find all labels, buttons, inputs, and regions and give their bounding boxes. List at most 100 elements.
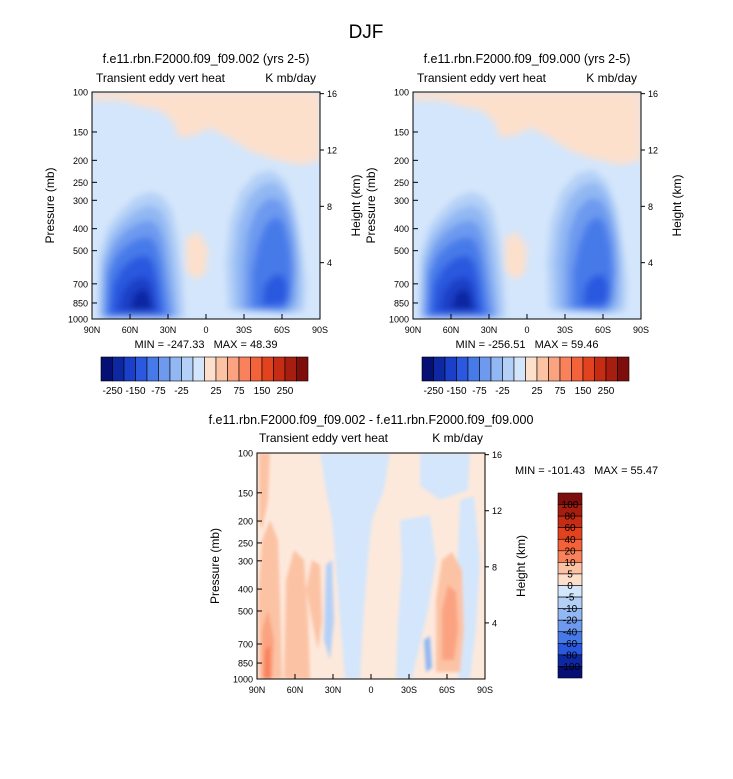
panel-1-left-label: Transient eddy vert heat bbox=[96, 71, 226, 85]
panel-1-colorbar-swatch bbox=[227, 356, 240, 382]
panel-3-y-tick-label: 100 bbox=[238, 449, 253, 459]
panel-2-sh-level-5 bbox=[583, 274, 609, 306]
panel-2-y-tick-label: 1000 bbox=[389, 315, 409, 325]
panel-2-colorbar: -250 -150 -75 -25 25 75 150 250 bbox=[421, 356, 630, 397]
panel-1-colorbar: -250 -150 -75 -25 25 75 150 250 bbox=[100, 356, 309, 397]
panel-3: f.e11.rbn.F2000.f09_f09.002 - f.e11.rbn.… bbox=[208, 413, 533, 695]
panel-1-positive-tropics bbox=[186, 232, 208, 280]
panel-2-x-tick-label: 60N bbox=[443, 325, 460, 335]
panel-2-y-right-axis-label: Height (km) bbox=[670, 174, 684, 236]
panel-3-y-tick-label: 250 bbox=[238, 538, 253, 548]
panel-2-right-label: K mb/day bbox=[586, 71, 637, 85]
panel-1-colorbar-label: 75 bbox=[233, 386, 245, 397]
panel-2-title: f.e11.rbn.F2000.f09_f09.000 (yrs 2-5) bbox=[424, 52, 631, 66]
panel-3-y-tick-label: 700 bbox=[238, 639, 253, 649]
panel-1-right-label: K mb/day bbox=[265, 71, 316, 85]
panel-2-y-tick-label: 400 bbox=[394, 224, 409, 234]
panel-1-y-tick-label: 1000 bbox=[68, 315, 88, 325]
panel-2-y-tick-label: 850 bbox=[394, 298, 409, 308]
panel-1-colorbar-swatch bbox=[284, 356, 297, 382]
panel-1-y-tick-label: 150 bbox=[73, 127, 88, 137]
panel-1-x-tick-label: 30N bbox=[160, 325, 177, 335]
panel-2-x-tick-label: 90N bbox=[405, 325, 422, 335]
panel-2-colorbar-swatch bbox=[548, 356, 561, 382]
panel-3-colorbar-label: -80 bbox=[563, 650, 578, 661]
panel-3-colorbar-label: -20 bbox=[563, 616, 578, 627]
panel-1-y-tick-label: 400 bbox=[73, 224, 88, 234]
panel-1-colorbar-swatch bbox=[192, 356, 205, 382]
panel-1-colorbar-swatch bbox=[146, 356, 159, 382]
panel-3-colorbar-label: 5 bbox=[567, 569, 573, 580]
panel-3-axes: 90N 60N 30N 0 30S 60S 90S 100 150 200 250 300 400 500… bbox=[208, 449, 528, 696]
panel-1-colorbar-swatch bbox=[261, 356, 274, 382]
panel-3-colorbar-swatch bbox=[557, 666, 583, 679]
panel-1-positive-stratosphere bbox=[92, 92, 320, 165]
panel-1-colorbar-swatch bbox=[112, 356, 125, 382]
panel-3-y-tick-label: 300 bbox=[238, 556, 253, 566]
panel-3-colorbar-label: -60 bbox=[563, 639, 578, 650]
panel-1-right-tick-label: 12 bbox=[327, 145, 337, 155]
panel-3-colorbar-label: 0 bbox=[567, 581, 573, 592]
panel-2-colorbar-label: 75 bbox=[554, 386, 566, 397]
panel-2-nh-level-7 bbox=[451, 288, 473, 310]
panel-2-colorbar-label: -250 bbox=[423, 386, 443, 397]
panel-2-colorbar-label: -25 bbox=[495, 386, 510, 397]
figure-title: DJF bbox=[349, 22, 384, 43]
panel-3-colorbar-label: -5 bbox=[566, 593, 575, 604]
panel-2-colorbar-label: 250 bbox=[598, 386, 615, 397]
panel-1-right-tick-label: 16 bbox=[327, 89, 337, 99]
panel-1-colorbar-swatch bbox=[158, 356, 171, 382]
panel-1-y-tick-label: 250 bbox=[73, 178, 88, 188]
panel-1-colorbar-swatch bbox=[169, 356, 182, 382]
panel-1-colorbar-swatch bbox=[238, 356, 251, 382]
panel-2-colorbar-swatch bbox=[421, 356, 434, 382]
panel-3-x-tick-label: 0 bbox=[368, 685, 373, 695]
panel-3-negative-stripe-2 bbox=[424, 636, 432, 672]
panel-1-colorbar-swatch bbox=[273, 356, 286, 382]
panel-2-colorbar-swatch bbox=[490, 356, 503, 382]
panel-3-y-axis-label: Pressure (mb) bbox=[208, 528, 222, 604]
panel-1-colorbar-swatch bbox=[215, 356, 228, 382]
panel-2-x-tick-label: 90S bbox=[633, 325, 649, 335]
panel-3-positive-nh-c bbox=[306, 560, 322, 650]
panel-3-negative-stripe-1 bbox=[324, 560, 334, 660]
panel-3-positive-nh-e bbox=[264, 645, 271, 679]
panel-3-right-tick-label: 12 bbox=[492, 506, 502, 516]
panel-3-colorbar-label: 10 bbox=[564, 558, 576, 569]
panel-2-colorbar-swatch bbox=[582, 356, 595, 382]
panel-1-colorbar-label: -150 bbox=[125, 386, 145, 397]
panel-3-right-tick-label: 16 bbox=[492, 450, 502, 460]
panel-1-x-tick-label: 30S bbox=[236, 325, 252, 335]
panel-3-negative-upper bbox=[420, 453, 470, 500]
panel-3-x-tick-label: 60N bbox=[287, 685, 304, 695]
panel-3-colorbar-label: -100 bbox=[560, 662, 580, 673]
panel-1-x-tick-label: 90N bbox=[84, 325, 101, 335]
panel-2-colorbar-swatch bbox=[513, 356, 526, 382]
panel-3-colorbar-label: 60 bbox=[564, 523, 576, 534]
panel-3-x-tick-label: 30S bbox=[401, 685, 417, 695]
panel-1-right-tick-label: 8 bbox=[327, 202, 332, 212]
panel-2-colorbar-label: 150 bbox=[575, 386, 592, 397]
panel-1-y-tick-label: 200 bbox=[73, 156, 88, 166]
panel-1-colorbar-label: 150 bbox=[254, 386, 271, 397]
panel-2-colorbar-label: -75 bbox=[472, 386, 487, 397]
panel-2-colorbar-swatch bbox=[559, 356, 572, 382]
panel-3-field bbox=[257, 453, 485, 679]
panel-1-y-tick-label: 850 bbox=[73, 298, 88, 308]
panel-2-y-tick-label: 300 bbox=[394, 196, 409, 206]
panel-3-colorbar-label: -40 bbox=[563, 627, 578, 638]
panel-1-colorbar-label: 25 bbox=[210, 386, 222, 397]
panel-1-colorbar-swatch bbox=[296, 356, 309, 382]
panel-3-y-tick-label: 850 bbox=[238, 659, 253, 669]
panel-2-y-tick-label: 150 bbox=[394, 127, 409, 137]
panel-3-x-tick-label: 60S bbox=[439, 685, 455, 695]
panel-1-title: f.e11.rbn.F2000.f09_f09.002 (yrs 2-5) bbox=[103, 52, 310, 66]
panel-2-colorbar-swatch bbox=[594, 356, 607, 382]
panel-2-right-tick-label: 8 bbox=[648, 202, 653, 212]
panel-3-positive-sh-b bbox=[442, 585, 458, 660]
panel-3-negative-band-sh bbox=[396, 515, 436, 679]
panel-3-x-tick-label: 30N bbox=[325, 685, 342, 695]
panel-1-colorbar-swatch bbox=[100, 356, 113, 382]
